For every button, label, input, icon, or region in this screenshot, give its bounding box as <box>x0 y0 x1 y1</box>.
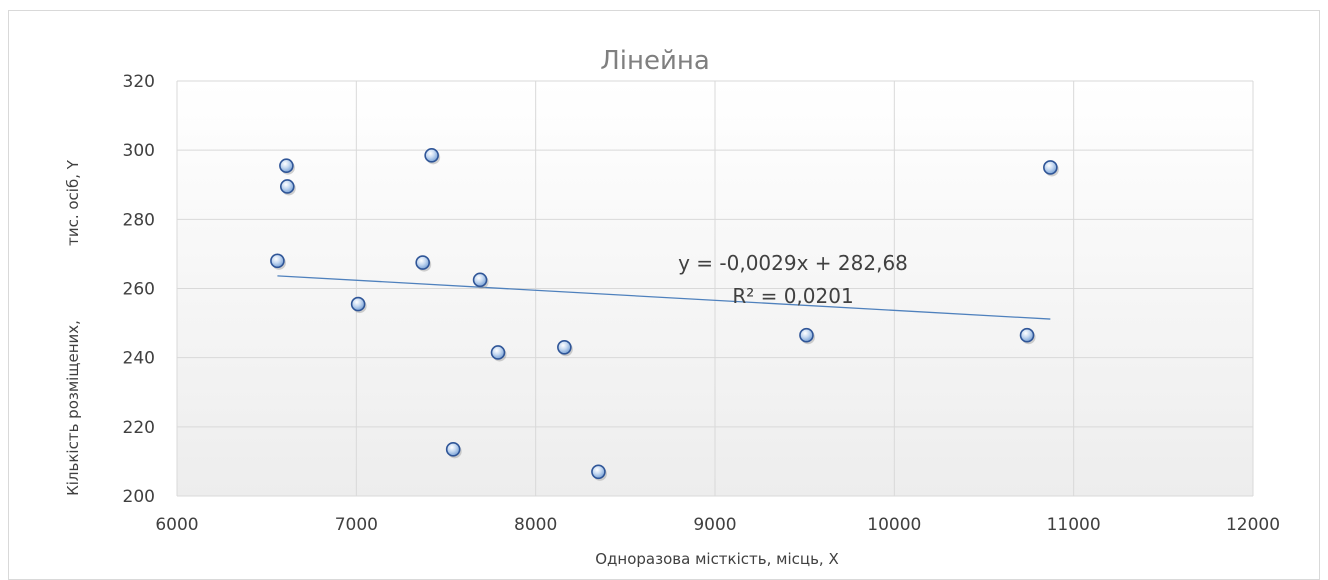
gridlines <box>176 80 1254 497</box>
y-tick-label: 300 <box>123 141 155 161</box>
x-axis-label: Одноразова місткість, місць, X <box>595 550 838 568</box>
y-axis-label-part-2: тис. осіб, Y <box>64 159 82 246</box>
y-tick-label: 200 <box>123 487 155 507</box>
x-tick-label: 8000 <box>514 515 557 535</box>
y-tick-label: 260 <box>123 280 155 300</box>
x-tick-label: 7000 <box>335 515 378 535</box>
x-tick-label: 12000 <box>1226 515 1280 535</box>
data-point <box>415 255 430 270</box>
y-tick-label: 280 <box>123 210 155 230</box>
data-point <box>472 272 488 288</box>
trendline <box>277 275 1051 320</box>
data-points <box>270 148 1059 481</box>
trendline-equation: y = -0,0029x + 282,68 <box>678 251 908 275</box>
data-point <box>270 253 285 269</box>
data-point <box>1043 160 1058 175</box>
y-tick-label: 320 <box>123 72 155 92</box>
data-point <box>279 179 295 194</box>
data-point <box>591 464 606 480</box>
y-tick-labels: 200 220 240 260 280 300 320 <box>123 72 155 507</box>
data-point <box>279 158 294 174</box>
y-axis-label-part-1: Кількість розміщених, <box>64 320 82 496</box>
y-tick-label: 220 <box>123 418 155 438</box>
data-point <box>557 339 572 355</box>
data-point <box>424 148 439 163</box>
data-point <box>1019 327 1035 343</box>
chart-title: Лінейна <box>600 46 710 76</box>
x-tick-label: 11000 <box>1047 515 1101 535</box>
data-point <box>799 327 814 343</box>
data-point <box>490 345 506 360</box>
data-point <box>350 296 366 312</box>
x-tick-label: 9000 <box>693 515 736 535</box>
x-tick-label: 10000 <box>867 515 921 535</box>
data-point <box>445 442 461 457</box>
x-tick-label: 6000 <box>155 515 198 535</box>
x-tick-labels: 6000 7000 8000 9000 10000 11000 12000 <box>155 515 1280 535</box>
trendline-r-squared: R² = 0,0201 <box>732 284 853 308</box>
y-tick-label: 240 <box>123 349 155 369</box>
